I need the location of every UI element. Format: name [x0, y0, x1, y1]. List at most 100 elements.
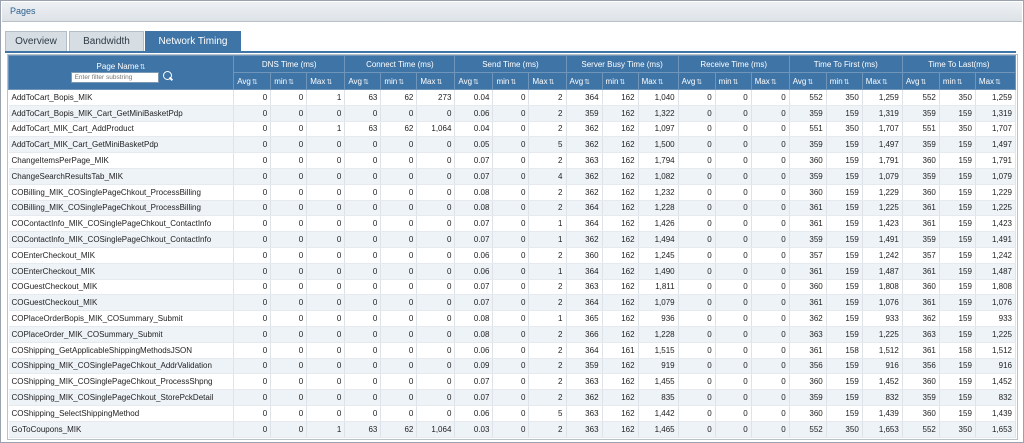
column-header-label: Max [310, 76, 326, 86]
metric-cell: 0 [233, 342, 272, 359]
column-header-label: min [384, 76, 398, 86]
column-header-avg[interactable]: Avg⇅ [565, 72, 603, 90]
table-row[interactable]: COContactInfo_MIK_COSinglePageChkout_Con… [8, 215, 1017, 233]
column-header-min[interactable]: min⇅ [714, 72, 752, 90]
column-header-avg[interactable]: Avg⇅ [344, 72, 382, 90]
metric-cell: 159 [826, 215, 863, 233]
table-row[interactable]: GoToCoupons_MIK 0 0 1 63 62 1,064 0.03 0 2 363 162 1… [8, 421, 1017, 438]
metric-cell: 0 [233, 247, 272, 264]
sort-arrows-icon[interactable]: ⇅ [843, 78, 850, 86]
table-row[interactable]: COPlaceOrderBopis_MIK_COSummary_Submit 0 0… [8, 310, 1017, 327]
metric-cell: 0 [715, 326, 752, 343]
column-header-max[interactable]: Max⇅ [974, 72, 1017, 90]
table-row[interactable]: COGuestCheckout_MIK 0 0 0 0 0 0 0.07 0 2 363 162 1,8… [8, 279, 1017, 296]
search-icon[interactable] [162, 71, 172, 80]
page-name-cell: ChangeItemsPerPage_MIK [8, 152, 235, 169]
metric-cell: 0 [344, 184, 382, 201]
sort-arrows-icon[interactable]: ⇅ [436, 78, 443, 86]
table-row[interactable]: COBilling_MIK_COSinglePageChkout_Process… [8, 200, 1017, 217]
table-row[interactable]: COShipping_MIK_COSinglePageChkout_Proces… [8, 373, 1017, 391]
sort-arrows-icon[interactable]: ⇅ [657, 78, 664, 86]
metric-cell: 361 [902, 342, 940, 359]
metric-cell: 2 [528, 342, 567, 359]
sort-arrows-icon[interactable]: ⇅ [251, 78, 258, 86]
sort-arrows-icon[interactable]: ⇅ [920, 78, 927, 86]
page-name-label[interactable]: Page Name [96, 62, 139, 71]
table-row[interactable]: COShipping_SelectShippingMethod 0 0 0 0 0 0 0.0… [8, 405, 1017, 422]
column-header-avg[interactable]: Avg⇅ [233, 72, 272, 90]
subheader-row: Avg⇅ min⇅ Max⇅ Avg⇅ min⇅ Max⇅ Avg⇅ min⇅ Max⇅ Avg⇅… [9, 72, 1017, 90]
column-header-max[interactable]: Max⇅ [637, 72, 679, 90]
table-row[interactable]: AddToCart_Bopis_MIK_Cart_GetMiniBasketPd… [8, 105, 1017, 122]
sort-arrows-icon[interactable]: ⇅ [139, 64, 146, 71]
page-name-header: Page Name⇅ [8, 55, 235, 90]
column-header-avg[interactable]: Avg⇅ [677, 72, 716, 90]
table-row[interactable]: COEnterCheckout_MIK 0 0 0 0 0 0 0.06 0 1 364 162 1,4… [8, 263, 1017, 280]
sort-arrows-icon[interactable]: ⇅ [288, 78, 294, 86]
column-header-min[interactable]: min⇅ [825, 72, 863, 90]
column-header-min[interactable]: min⇅ [938, 72, 976, 90]
metric-cell: 0 [715, 184, 752, 201]
sort-arrows-icon[interactable]: ⇅ [398, 78, 405, 86]
page-name-filter-input[interactable] [70, 72, 159, 83]
metric-cell: 1 [528, 231, 567, 248]
sort-arrows-icon[interactable]: ⇅ [326, 78, 333, 86]
tab-network-timing[interactable]: Network Timing [145, 31, 241, 52]
metric-cell: 1,791 [862, 152, 903, 169]
metric-cell: 362 [902, 310, 940, 327]
table-row[interactable]: COEnterCheckout_MIK 0 0 0 0 0 0 0.06 0 2 360 162 1,2… [8, 247, 1017, 264]
table-row[interactable]: AddToCart_Bopis_MIK 0 0 1 63 62 273 0.04 0 2 364 16… [8, 89, 1017, 106]
metric-cell: 2 [528, 294, 567, 312]
sort-arrows-icon[interactable]: ⇅ [696, 78, 703, 86]
metric-cell: 0 [751, 247, 790, 264]
column-header-min[interactable]: min⇅ [601, 72, 639, 90]
table-row[interactable]: COContactInfo_MIK_COSinglePageChkout_Con… [8, 231, 1017, 248]
column-header-min[interactable]: min⇅ [270, 72, 308, 90]
tab-bandwidth[interactable]: Bandwidth [69, 31, 144, 52]
column-header-min[interactable]: min⇅ [380, 72, 418, 90]
column-header-max[interactable]: Max⇅ [861, 72, 903, 90]
table-row[interactable]: COShipping_MIK_COSinglePageChkout_AddrVa… [8, 358, 1017, 375]
column-header-max[interactable]: Max⇅ [528, 72, 567, 90]
column-header-avg[interactable]: Avg⇅ [901, 72, 940, 90]
sort-arrows-icon[interactable]: ⇅ [732, 78, 739, 86]
table-row[interactable]: ChangeItemsPerPage_MIK 0 0 0 0 0 0 0.07 0 2 363 162… [8, 152, 1017, 169]
sort-arrows-icon[interactable]: ⇅ [510, 78, 517, 86]
sort-arrows-icon[interactable]: ⇅ [956, 78, 963, 86]
column-header-max[interactable]: Max⇅ [416, 72, 456, 90]
sort-arrows-icon[interactable]: ⇅ [584, 78, 591, 86]
sort-arrows-icon[interactable]: ⇅ [881, 78, 888, 86]
sort-arrows-icon[interactable]: ⇅ [548, 78, 555, 86]
metric-cell: 5 [528, 136, 567, 154]
metric-cell: 2 [528, 373, 567, 391]
metric-cell: 0 [344, 294, 382, 312]
metric-cell: 363 [566, 279, 603, 296]
page-name-cell: COContactInfo_MIK_COSinglePageChkout_Con… [8, 215, 235, 233]
column-header-avg[interactable]: Avg⇅ [454, 72, 494, 90]
metric-cell: 159 [826, 152, 863, 169]
table-row[interactable]: COBilling_MIK_COSinglePageChkout_Process… [8, 184, 1017, 201]
tab-overview[interactable]: Overview [5, 31, 67, 52]
sort-arrows-icon[interactable]: ⇅ [807, 78, 814, 86]
sort-arrows-icon[interactable]: ⇅ [362, 78, 369, 86]
sort-arrows-icon[interactable]: ⇅ [770, 78, 777, 86]
column-header-max[interactable]: Max⇅ [750, 72, 790, 90]
metric-cell: 0 [344, 152, 382, 169]
table-row[interactable]: COPlaceOrder_MIK_COSummary_Submit 0 0 0 0 0 0 0… [8, 326, 1017, 343]
table-row[interactable]: COGuestCheckout_MIK 0 0 0 0 0 0 0.07 0 2 364 162 1,0… [8, 294, 1017, 312]
sort-arrows-icon[interactable]: ⇅ [473, 78, 479, 86]
table-row[interactable]: COShipping_MIK_COSinglePageChkout_StoreP… [8, 389, 1017, 406]
sort-arrows-icon[interactable]: ⇅ [619, 78, 626, 86]
table-row[interactable]: COShipping_GetApplicableShippingMethodsJ… [8, 342, 1017, 359]
table-row[interactable]: AddToCart_MIK_Cart_AddProduct 0 0 1 63 62 1,06… [8, 121, 1017, 138]
metric-cell: 0 [751, 294, 790, 312]
column-header-min[interactable]: min⇅ [492, 72, 530, 90]
column-header-avg[interactable]: Avg⇅ [788, 72, 827, 90]
metric-cell: 4 [528, 168, 567, 185]
metric-cell: 0 [416, 200, 456, 217]
table-row[interactable]: AddToCart_MIK_Cart_GetMiniBasketPdp 0 0 0 0 0… [8, 136, 1017, 154]
table-row[interactable]: ChangeSearchResultsTab_MIK 0 0 0 0 0 0 0.07 0 4 36… [8, 168, 1017, 185]
column-header-max[interactable]: Max⇅ [306, 72, 346, 90]
sort-arrows-icon[interactable]: ⇅ [995, 78, 1001, 86]
metric-cell: 0 [233, 405, 272, 422]
